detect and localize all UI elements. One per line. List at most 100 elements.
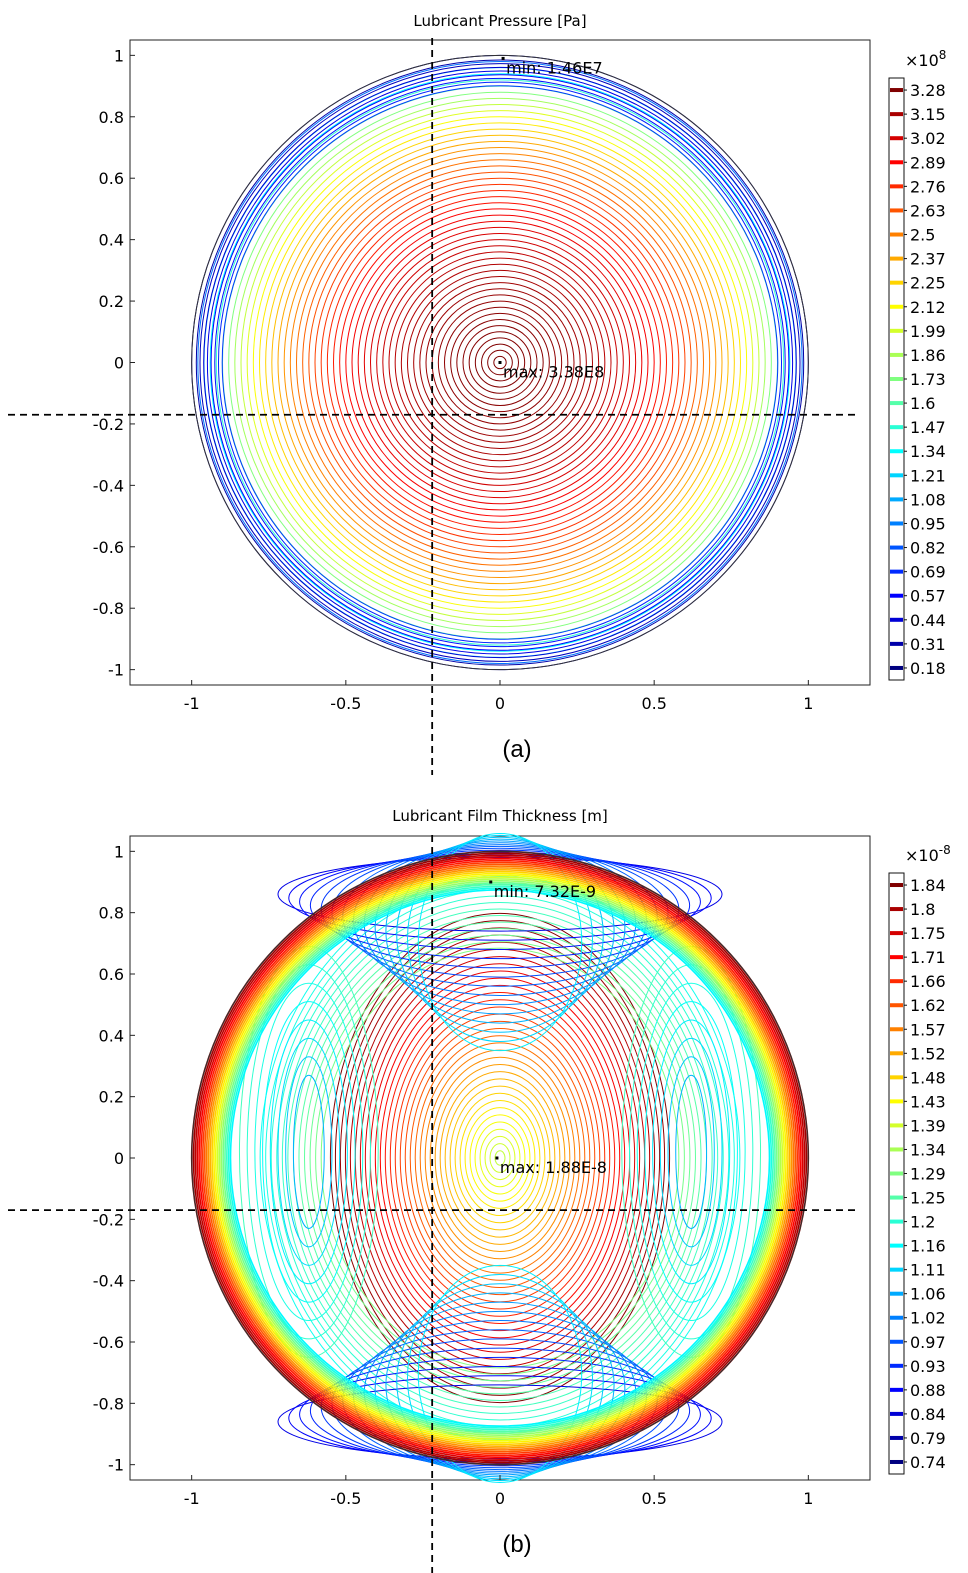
contour-line	[417, 1264, 583, 1483]
contour-line	[409, 1028, 591, 1288]
colorbar-swatch	[890, 569, 903, 574]
contour-line	[315, 941, 685, 1375]
contour-line	[364, 963, 636, 1353]
contour-line	[289, 153, 711, 572]
colorbar-swatch	[890, 593, 903, 598]
colorbar-swatch	[890, 449, 903, 454]
contour-line	[444, 1078, 556, 1238]
contour-line	[333, 196, 667, 529]
colorbar-label: 0.88	[910, 1381, 946, 1400]
x-tick-label: 0.5	[641, 694, 666, 713]
contour-line	[450, 312, 550, 413]
colorbar-swatch	[890, 160, 903, 165]
contour-line	[382, 245, 618, 480]
contour-line	[469, 1114, 531, 1202]
contour-line	[220, 879, 780, 1437]
annotation-point	[498, 361, 502, 364]
colorbar-label: 0.18	[910, 659, 946, 678]
colorbar-swatch	[890, 641, 903, 646]
y-tick-label: -0.2	[93, 415, 124, 434]
x-tick-label: -0.5	[330, 694, 361, 713]
colorbar-label: 1.06	[910, 1285, 946, 1304]
colorbar-swatch	[890, 1051, 903, 1056]
colorbar-label: 1.16	[910, 1237, 946, 1256]
contour-line	[213, 872, 787, 1444]
colorbar-swatch	[890, 1459, 903, 1464]
contour-line	[281, 902, 719, 1414]
contour-line	[217, 81, 783, 644]
contour-line	[198, 857, 802, 1459]
colorbar-label: 0.95	[910, 514, 946, 533]
colorbar-swatch	[890, 401, 903, 406]
contour-line	[262, 1001, 356, 1303]
contour-line	[298, 921, 702, 1395]
y-tick-label: 0.4	[99, 1026, 124, 1045]
contour-line	[351, 214, 649, 511]
colorbar-label: 2.89	[910, 153, 946, 172]
contour-line	[271, 134, 729, 591]
colorbar-swatch	[890, 304, 903, 309]
colorbar-swatch	[890, 617, 903, 622]
x-tick-label: 0	[495, 1489, 505, 1508]
contour-line	[644, 1001, 738, 1303]
contour-line	[667, 1056, 715, 1248]
contour-line	[652, 1019, 731, 1285]
contour-line	[252, 116, 748, 609]
colorbar-swatch	[890, 1291, 903, 1296]
colorbar-swatch	[890, 1267, 903, 1272]
contour-line	[206, 70, 794, 655]
contour-line	[269, 1019, 348, 1285]
y-tick-label: -0.6	[93, 1333, 124, 1352]
colorbar-label: 1.99	[910, 322, 946, 341]
contour-line	[437, 300, 563, 425]
contour-line	[404, 1020, 596, 1296]
contour-line	[224, 883, 776, 1433]
contour-line	[413, 276, 587, 449]
y-tick-label: 0.6	[99, 169, 124, 188]
contour-line	[493, 355, 507, 370]
y-tick-label: 0.8	[99, 108, 124, 127]
contour-line	[379, 984, 621, 1332]
colorbar-label: 2.37	[910, 250, 946, 269]
colorbar-swatch	[890, 907, 903, 912]
contour-line	[374, 840, 626, 1015]
colorbar-label: 0.31	[910, 635, 946, 654]
colorbar-label: 0.82	[910, 539, 946, 558]
colorbar-label: 2.25	[910, 274, 946, 293]
colorbar-label: 0.74	[910, 1453, 946, 1472]
contour-line	[434, 1063, 566, 1253]
contour-line	[481, 343, 519, 382]
contour-line	[276, 895, 724, 1421]
annotation-point	[501, 56, 505, 60]
colorbar-label: 1.6	[910, 394, 935, 413]
colorbar-swatch	[890, 1003, 903, 1008]
chart-title: Lubricant Pressure [Pa]	[413, 12, 586, 30]
contour-line	[425, 288, 575, 437]
y-tick-label: -0.4	[93, 476, 124, 495]
figure-caption: (a)	[502, 736, 531, 763]
contour-line	[218, 878, 782, 1438]
colorbar-label: 0.57	[910, 587, 946, 606]
annotation-label: max: 1.88E-8	[500, 1158, 607, 1177]
colorbar-swatch	[890, 1363, 903, 1368]
contour-line	[429, 1056, 571, 1260]
contour-line	[227, 887, 773, 1429]
annotation-point	[489, 880, 493, 884]
colorbar-label: 3.02	[910, 129, 946, 148]
contour-line	[374, 977, 626, 1339]
contour-line	[487, 349, 513, 376]
contour-line	[277, 140, 723, 585]
colorbar-swatch	[890, 136, 903, 141]
colorbar-label: 3.28	[910, 81, 946, 100]
contour-line	[308, 171, 692, 554]
x-tick-label: 0	[495, 694, 505, 713]
contour-line	[240, 104, 760, 621]
colorbar-swatch	[890, 352, 903, 357]
contour-line	[292, 1074, 325, 1230]
x-tick-label: -1	[184, 694, 200, 713]
colorbar-label: 1.84	[910, 876, 946, 895]
contour-line	[195, 59, 805, 666]
colorbar-swatch	[890, 1435, 903, 1440]
contour-line	[216, 876, 784, 1440]
contour-line	[201, 861, 799, 1455]
